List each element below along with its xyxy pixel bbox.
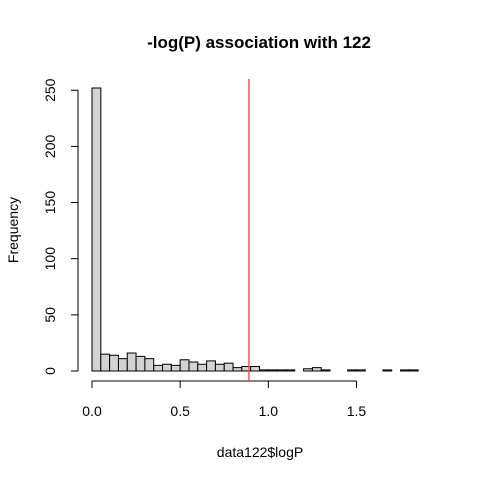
histogram-bar <box>382 369 393 372</box>
histogram-bar <box>206 360 216 372</box>
histogram-bar <box>153 364 164 372</box>
x-tick-label: 0.0 <box>82 403 102 419</box>
histogram-bar <box>117 358 128 372</box>
x-tick-label: 1.0 <box>259 403 279 419</box>
y-axis-label: Frequency <box>5 197 21 263</box>
histogram-bar <box>109 354 119 372</box>
histogram-bar <box>285 369 296 372</box>
histogram-bar <box>250 366 260 372</box>
histogram-bar <box>232 367 243 372</box>
histogram-bar <box>267 369 278 372</box>
y-tick-label: 250 <box>42 78 58 102</box>
histogram-bar <box>126 352 137 372</box>
histogram-bar <box>179 359 190 372</box>
histogram-bar <box>303 368 313 372</box>
histogram-bar <box>100 353 111 372</box>
y-tick-label: 200 <box>42 134 58 158</box>
histogram-bar <box>197 363 208 372</box>
histogram-bar <box>223 362 234 372</box>
histogram-bar <box>214 363 225 372</box>
histogram-bar <box>162 363 172 372</box>
x-axis: 0.0 0.5 1.0 1.5 <box>82 380 367 419</box>
histogram-bar <box>408 369 419 372</box>
histogram-bar <box>276 369 287 372</box>
histogram-bar <box>259 369 269 372</box>
histogram-bar <box>347 369 357 372</box>
histogram-bar <box>355 369 366 372</box>
y-axis: 0 50 100 150 200 250 <box>42 78 79 375</box>
histogram-bar <box>311 367 322 372</box>
y-tick-label: 0 <box>42 367 58 375</box>
x-axis-label: data122$logP <box>217 444 303 460</box>
histogram-bar <box>170 364 181 372</box>
histogram-bar <box>320 369 331 372</box>
histogram-bars <box>91 87 419 372</box>
y-tick-label: 150 <box>42 191 58 215</box>
x-tick-label: 1.5 <box>347 403 367 419</box>
histogram-bar <box>188 361 199 372</box>
histogram-bar <box>144 358 155 372</box>
histogram-bar <box>91 87 102 372</box>
histogram-bar <box>135 355 146 372</box>
chart-title: -log(P) association with 122 <box>147 33 371 52</box>
y-tick-label: 50 <box>42 307 58 323</box>
y-tick-label: 100 <box>42 247 58 271</box>
histogram-bar <box>400 369 410 372</box>
x-tick-label: 0.5 <box>170 403 190 419</box>
